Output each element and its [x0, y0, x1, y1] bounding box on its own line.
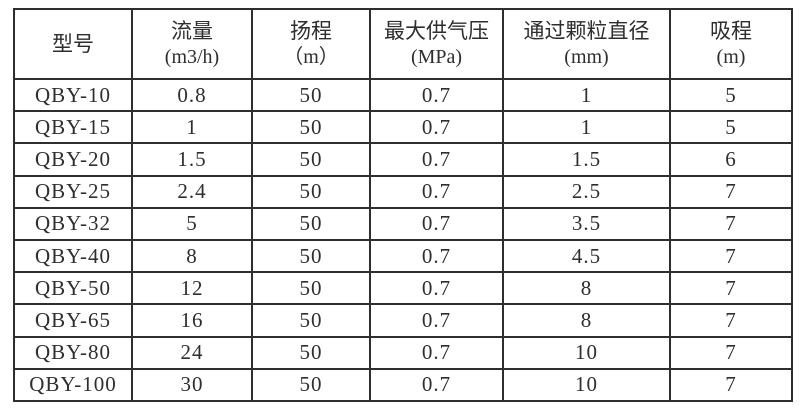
- cell-suction: 7: [669, 206, 793, 241]
- cell-head: 50: [251, 303, 371, 338]
- cell-max_air_pressure: 0.7: [369, 142, 504, 177]
- cell-suction: 7: [669, 367, 793, 403]
- table-row: QBY-65 16 50 0.7 8 7: [13, 303, 793, 338]
- cell-flow: 16: [131, 303, 253, 338]
- table-row: QBY-20 1.5 50 0.7 1.5 6: [13, 142, 793, 177]
- cell-max_air_pressure: 0.7: [369, 77, 504, 113]
- cell-model: QBY-32: [13, 206, 133, 241]
- cell-head: 50: [251, 206, 371, 241]
- cell-particle_diameter: 3.5: [502, 206, 671, 241]
- column-header-particle-diameter: 通过颗粒直径 (mm): [502, 8, 671, 80]
- cell-particle_diameter: 2.5: [502, 174, 671, 209]
- spec-table-header: 型号 流量 (m3/h) 扬程 （m） 最大供气压 (MPa) 通过颗粒直径: [13, 8, 793, 80]
- cell-flow: 1.5: [131, 142, 253, 177]
- cell-flow: 0.8: [131, 77, 253, 113]
- column-label: 通过颗粒直径: [523, 19, 650, 43]
- cell-flow: 8: [131, 238, 253, 274]
- column-label: 流量: [171, 19, 213, 43]
- cell-model: QBY-50: [13, 271, 133, 306]
- spec-table-body: QBY-10 0.8 50 0.7 1 5 QBY-15 1 50 0.7 1 5 QBY-20 1.5 5…: [13, 77, 793, 403]
- cell-max_air_pressure: 0.7: [369, 206, 504, 241]
- cell-flow: 12: [131, 271, 253, 306]
- cell-flow: 1: [131, 110, 253, 145]
- pump-spec-table: 型号 流量 (m3/h) 扬程 （m） 最大供气压 (MPa) 通过颗粒直径: [13, 8, 793, 403]
- cell-suction: 5: [669, 110, 793, 145]
- cell-max_air_pressure: 0.7: [369, 110, 504, 145]
- table-row: QBY-80 24 50 0.7 10 7: [13, 335, 793, 370]
- cell-head: 50: [251, 174, 371, 209]
- column-label: 最大供气压: [384, 19, 489, 43]
- cell-model: QBY-10: [13, 77, 133, 113]
- cell-model: QBY-15: [13, 110, 133, 145]
- column-label: 型号: [52, 32, 94, 56]
- cell-particle_diameter: 10: [502, 367, 671, 403]
- cell-particle_diameter: 10: [502, 335, 671, 370]
- cell-particle_diameter: 8: [502, 271, 671, 306]
- cell-head: 50: [251, 335, 371, 370]
- cell-max_air_pressure: 0.7: [369, 303, 504, 338]
- column-header-suction: 吸程 (m): [669, 8, 793, 80]
- cell-model: QBY-25: [13, 174, 133, 209]
- cell-model: QBY-80: [13, 335, 133, 370]
- cell-max_air_pressure: 0.7: [369, 174, 504, 209]
- column-unit: (MPa): [410, 46, 463, 68]
- column-unit: (m3/h): [164, 46, 220, 68]
- cell-model: QBY-65: [13, 303, 133, 338]
- cell-head: 50: [251, 110, 371, 145]
- column-unit: (m): [716, 46, 746, 68]
- table-row: QBY-40 8 50 0.7 4.5 7: [13, 238, 793, 274]
- cell-head: 50: [251, 77, 371, 113]
- cell-suction: 7: [669, 271, 793, 306]
- cell-particle_diameter: 1: [502, 77, 671, 113]
- cell-head: 50: [251, 238, 371, 274]
- column-unit: （m）: [283, 46, 339, 68]
- cell-max_air_pressure: 0.7: [369, 367, 504, 403]
- cell-model: QBY-40: [13, 238, 133, 274]
- cell-flow: 5: [131, 206, 253, 241]
- cell-head: 50: [251, 271, 371, 306]
- cell-suction: 6: [669, 142, 793, 177]
- cell-flow: 30: [131, 367, 253, 403]
- cell-flow: 2.4: [131, 174, 253, 209]
- column-header-flow: 流量 (m3/h): [131, 8, 253, 80]
- column-label: 吸程: [710, 19, 752, 43]
- table-row: QBY-25 2.4 50 0.7 2.5 7: [13, 174, 793, 209]
- cell-max_air_pressure: 0.7: [369, 335, 504, 370]
- header-row: 型号 流量 (m3/h) 扬程 （m） 最大供气压 (MPa) 通过颗粒直径: [13, 8, 793, 80]
- cell-head: 50: [251, 142, 371, 177]
- cell-particle_diameter: 4.5: [502, 238, 671, 274]
- cell-particle_diameter: 1: [502, 110, 671, 145]
- table-row: QBY-15 1 50 0.7 1 5: [13, 110, 793, 145]
- column-label: 扬程: [290, 19, 332, 43]
- cell-max_air_pressure: 0.7: [369, 238, 504, 274]
- cell-particle_diameter: 1.5: [502, 142, 671, 177]
- column-header-max-air-pressure: 最大供气压 (MPa): [369, 8, 504, 80]
- cell-suction: 5: [669, 77, 793, 113]
- column-header-model: 型号: [13, 8, 133, 80]
- cell-suction: 7: [669, 303, 793, 338]
- table-row: QBY-10 0.8 50 0.7 1 5: [13, 77, 793, 113]
- cell-flow: 24: [131, 335, 253, 370]
- table-row: QBY-50 12 50 0.7 8 7: [13, 271, 793, 306]
- cell-suction: 7: [669, 238, 793, 274]
- column-header-head: 扬程 （m）: [251, 8, 371, 80]
- cell-suction: 7: [669, 335, 793, 370]
- cell-suction: 7: [669, 174, 793, 209]
- cell-head: 50: [251, 367, 371, 403]
- cell-particle_diameter: 8: [502, 303, 671, 338]
- column-unit: (mm): [564, 46, 609, 68]
- cell-model: QBY-100: [13, 367, 133, 403]
- table-row: QBY-32 5 50 0.7 3.5 7: [13, 206, 793, 241]
- cell-max_air_pressure: 0.7: [369, 271, 504, 306]
- cell-model: QBY-20: [13, 142, 133, 177]
- table-row: QBY-100 30 50 0.7 10 7: [13, 367, 793, 403]
